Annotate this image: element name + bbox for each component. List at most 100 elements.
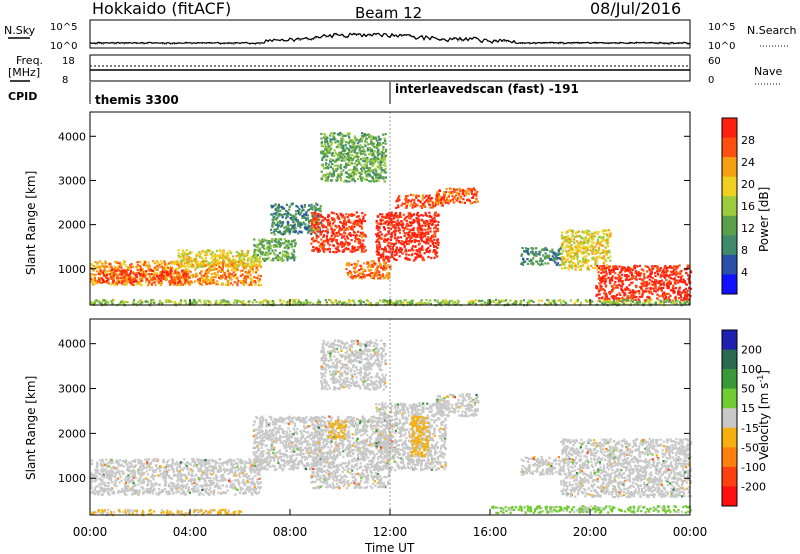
power-cell-12 — [599, 243, 602, 247]
power-cell-11 — [535, 253, 538, 256]
power-cell-10 — [342, 149, 345, 152]
power-cell-0 — [165, 267, 168, 270]
power-cell-7 — [416, 211, 419, 215]
power-cell-0 — [102, 265, 105, 268]
power-cell-7 — [378, 236, 381, 239]
power-cell-7 — [434, 251, 437, 254]
nsearch-trace — [89, 32, 691, 46]
power-cell-8 — [427, 200, 430, 203]
power-cell-12 — [609, 231, 612, 234]
power-cell-4 — [287, 224, 290, 227]
power-cell-7 — [411, 228, 414, 232]
power-cell-4 — [281, 216, 284, 219]
power-cell-13 — [663, 293, 666, 296]
power-cell-6 — [388, 266, 391, 269]
power-cell-13 — [635, 278, 638, 281]
power-cell-8 — [424, 205, 427, 208]
power-cell-13 — [662, 286, 665, 289]
power-cell-11 — [557, 257, 560, 260]
power-cell-0 — [93, 279, 97, 282]
power-cell-11 — [547, 256, 550, 259]
power-cell-13 — [654, 290, 658, 293]
power-cell-10 — [327, 142, 330, 145]
power-cell-0 — [260, 284, 263, 287]
power-cell-7 — [395, 224, 398, 227]
power-cell-10 — [372, 178, 375, 181]
power-cell-10 — [382, 146, 385, 149]
power-cell-13 — [637, 298, 640, 301]
power-cell-14 — [404, 299, 407, 302]
power-cell-10 — [342, 169, 345, 172]
power-cell-13 — [613, 283, 616, 286]
power-cell-10 — [353, 169, 356, 172]
power-cell-0 — [220, 262, 223, 265]
power-cell-12 — [579, 240, 582, 243]
power-cell-7 — [375, 219, 378, 223]
power-cell-0 — [92, 278, 95, 281]
power-cell-12 — [609, 233, 612, 236]
power-cell-10 — [351, 149, 354, 152]
power-cell-7 — [393, 257, 396, 260]
power-cell-8 — [416, 204, 419, 207]
power-cell-8 — [439, 199, 442, 202]
power-cell-3 — [270, 240, 273, 243]
power-cell-7 — [395, 258, 398, 262]
nsky-tick-bottom-right: 10^0 — [708, 41, 735, 52]
power-cell-4 — [272, 219, 275, 222]
power-cell-3 — [294, 256, 297, 259]
power-cell-0 — [227, 279, 230, 282]
power-cell-5 — [313, 217, 316, 220]
power-cell-13 — [614, 276, 617, 279]
power-cell-1 — [156, 275, 159, 278]
power-cell-11 — [537, 262, 540, 265]
power-cell-7 — [422, 259, 425, 262]
power-cell-13 — [597, 266, 600, 270]
power-cell-11 — [554, 261, 557, 264]
power-cell-10 — [345, 180, 349, 183]
power-cell-4 — [301, 206, 304, 209]
power-cell-2 — [246, 250, 249, 253]
power-cell-13 — [621, 289, 624, 292]
power-cell-0 — [164, 263, 167, 266]
power-cell-10 — [340, 132, 343, 135]
power-cell-4 — [291, 224, 294, 227]
power-cell-10 — [364, 143, 367, 146]
power-cell-12 — [586, 232, 589, 235]
power-cell-10 — [368, 146, 371, 150]
power-cell-12 — [598, 248, 601, 251]
power-cell-12 — [580, 251, 583, 254]
power-cell-10 — [356, 169, 359, 172]
power-cell-14 — [293, 301, 296, 304]
power-cell-7 — [401, 243, 404, 246]
power-cell-10 — [360, 136, 364, 139]
power-cell-10 — [324, 145, 327, 148]
power-cell-10 — [368, 160, 371, 163]
power-cell-13 — [685, 283, 688, 286]
power-cell-4 — [293, 229, 296, 232]
power-cell-10 — [365, 157, 368, 160]
power-cell-7 — [409, 228, 412, 231]
power-cell-0 — [194, 275, 197, 278]
power-cell-0 — [239, 281, 243, 284]
power-cell-13 — [647, 275, 650, 278]
power-cell-12 — [574, 265, 577, 268]
power-cell-10 — [349, 139, 352, 142]
power-cell-8 — [421, 198, 424, 201]
power-cell-10 — [375, 177, 378, 180]
power-cell-7 — [400, 248, 404, 251]
power-cell-3 — [277, 238, 280, 241]
power-cell-10 — [355, 165, 358, 168]
power-cell-1 — [141, 271, 144, 274]
power-cell-13 — [666, 287, 669, 290]
power-cell-4 — [289, 213, 292, 216]
power-cell-12 — [560, 263, 563, 266]
power-cell-9 — [459, 197, 462, 200]
power-cell-13 — [621, 291, 624, 294]
power-cell-0 — [242, 283, 245, 286]
power-cell-10 — [377, 152, 380, 156]
power-cell-11 — [535, 254, 538, 257]
power-cell-13 — [662, 268, 665, 271]
power-cell-8 — [401, 202, 404, 205]
power-cell-2 — [198, 255, 201, 258]
power-cell-5 — [330, 211, 333, 214]
